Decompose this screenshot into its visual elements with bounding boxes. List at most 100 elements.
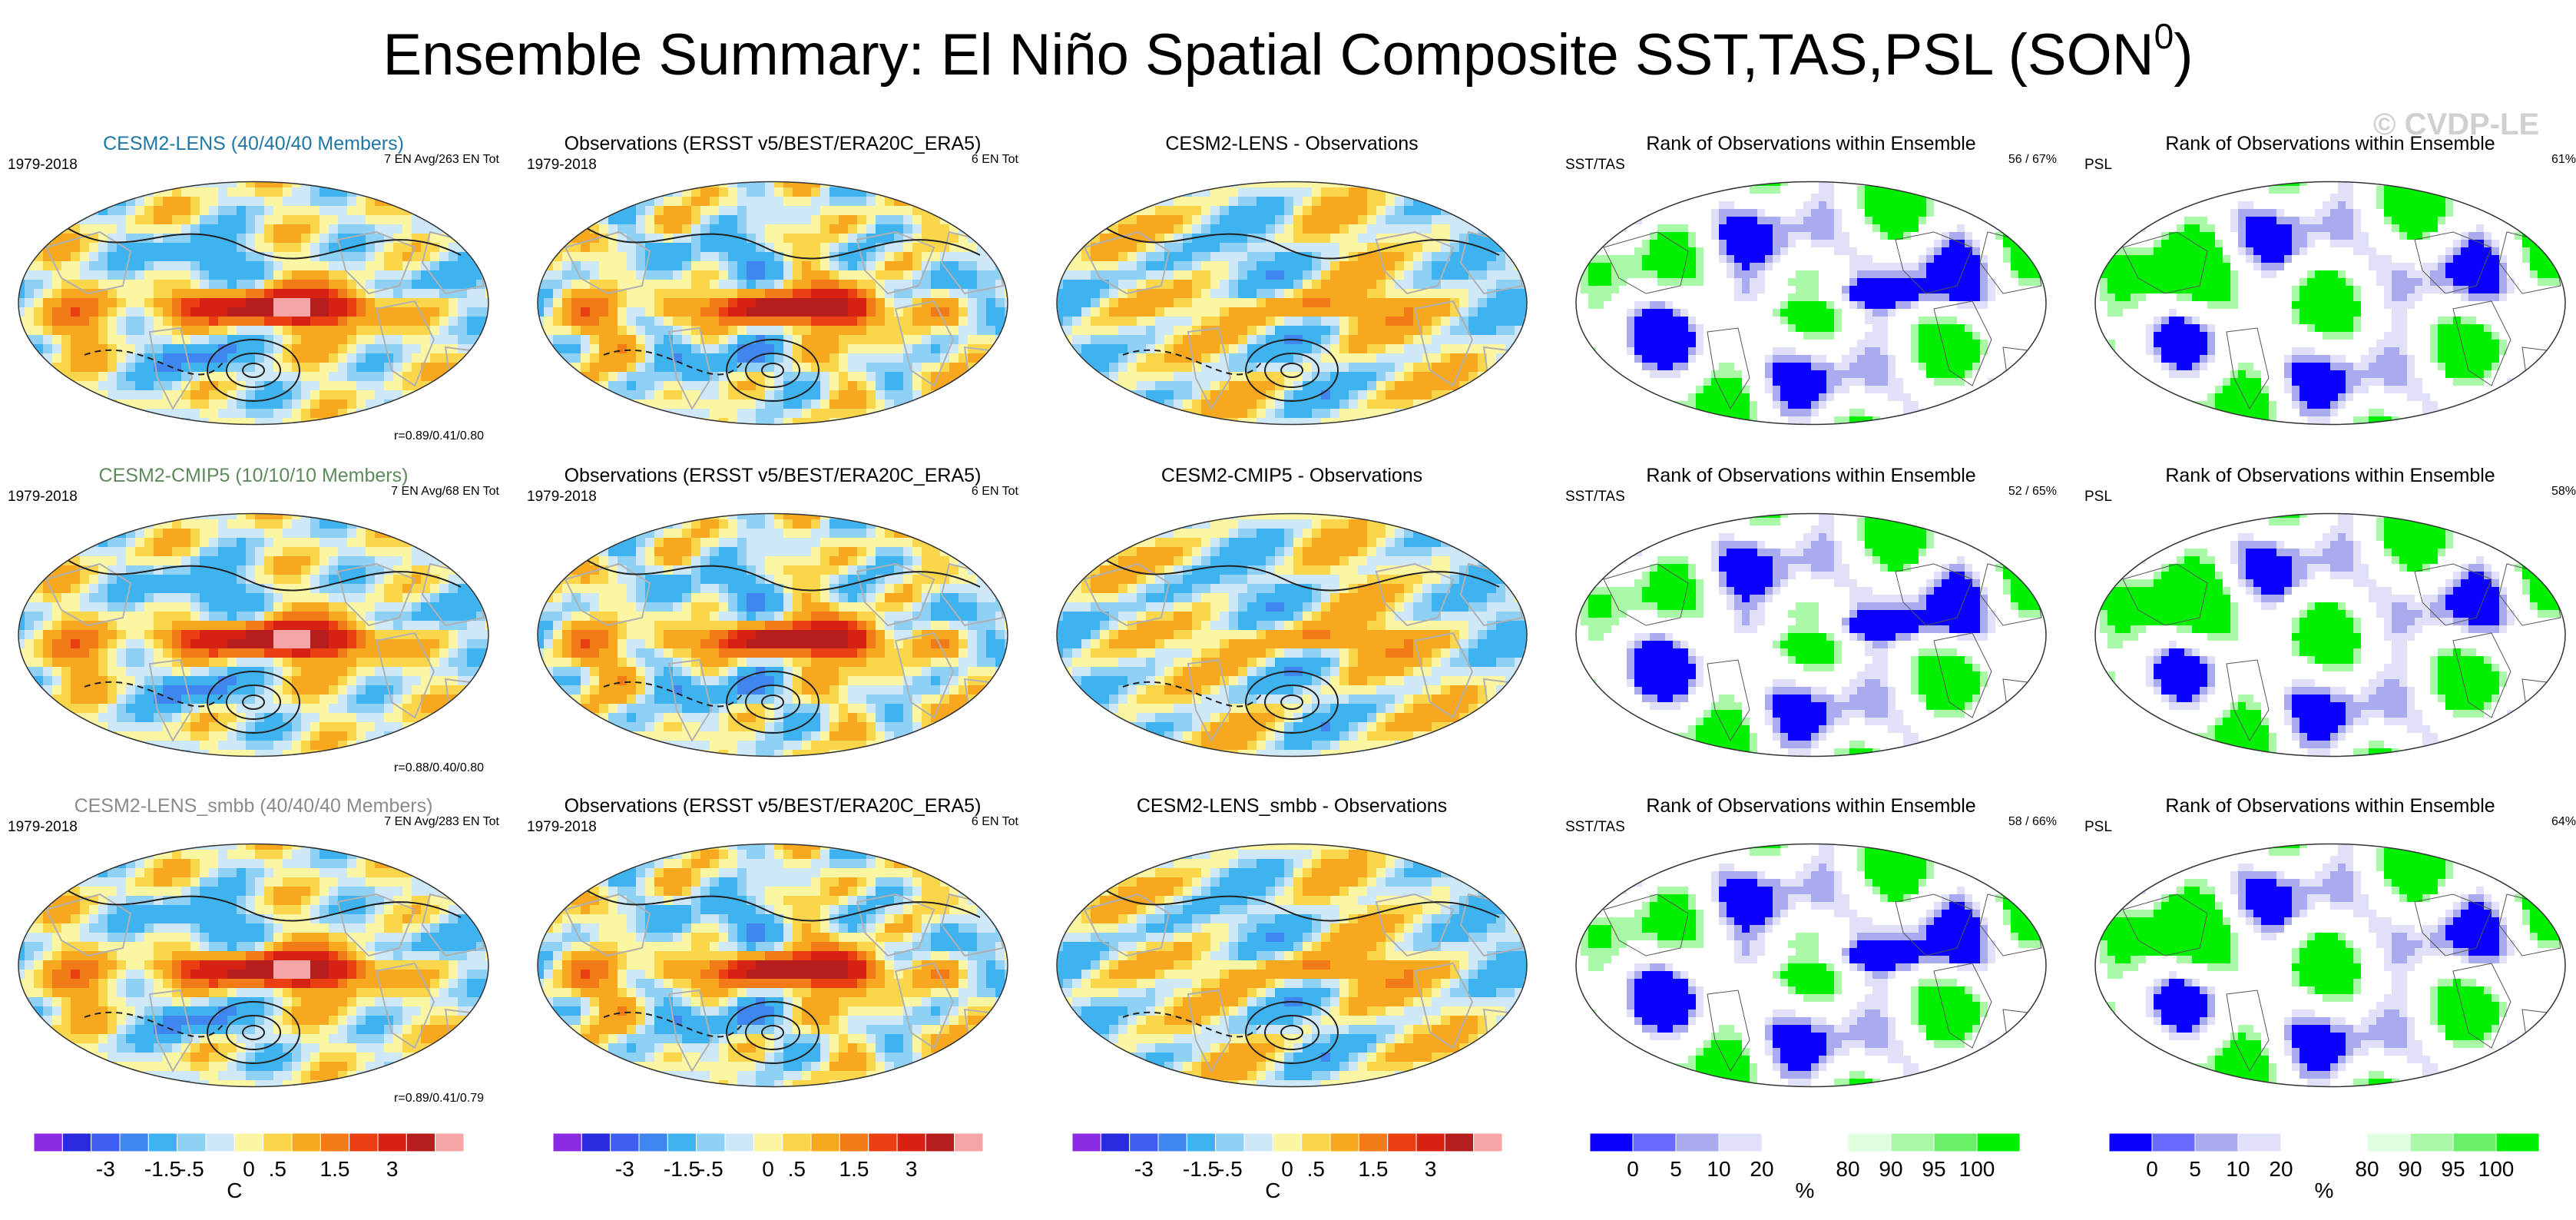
field-cell: [52, 344, 62, 354]
field-cell: [627, 224, 637, 234]
field-cell: [1339, 197, 1349, 207]
field-cell: [227, 270, 237, 280]
field-cell: [682, 206, 692, 216]
field-cell: [1888, 194, 1896, 202]
field-cell: [1127, 252, 1137, 262]
field-cell: [135, 390, 145, 400]
field-cell: [246, 215, 256, 225]
field-cell: [1596, 194, 1604, 202]
field-cell: [857, 335, 867, 345]
field-cell: [553, 399, 563, 409]
field-cell: [599, 307, 609, 317]
field-cell: [1505, 381, 1515, 391]
field-cell: [1358, 390, 1368, 400]
field-cell: [227, 317, 237, 327]
field-cell: [366, 234, 376, 244]
field-cell: [1174, 270, 1184, 280]
field-cell: [1468, 353, 1478, 363]
field-cell: [1183, 307, 1193, 317]
field-cell: [1880, 186, 1889, 194]
field-cell: [163, 427, 173, 428]
field-cell: [1819, 209, 1827, 217]
field-cell: [1757, 201, 1766, 210]
field-cell: [181, 215, 191, 225]
field-cell: [366, 270, 376, 280]
field-cell: [673, 243, 683, 253]
field-cell: [476, 206, 486, 216]
field-cell: [439, 280, 449, 290]
field-cell: [227, 326, 237, 336]
field-cell: [1515, 409, 1525, 419]
field-cell: [356, 390, 366, 400]
field-cell: [1688, 240, 1697, 248]
field-cell: [1247, 335, 1257, 345]
field-cell: [544, 363, 554, 373]
field-cell: [645, 335, 655, 345]
field-cell: [1284, 409, 1294, 419]
field-cell: [34, 307, 44, 317]
field-cell: [885, 344, 895, 354]
field-cell: [338, 381, 348, 391]
field-cell: [1118, 280, 1128, 290]
field-cell: [89, 215, 99, 225]
field-cell: [366, 181, 376, 188]
field-cell: [25, 197, 35, 207]
field-cell: [1934, 201, 1942, 210]
field-cell: [608, 399, 618, 409]
psl-contour-negative: [1122, 349, 1262, 376]
field-cell: [1386, 326, 1396, 336]
field-cell: [384, 390, 394, 400]
field-cell: [1275, 197, 1285, 207]
field-cell: [181, 289, 191, 299]
field-cell: [338, 399, 348, 409]
field-cell: [1688, 224, 1697, 233]
psl-contour: [726, 339, 819, 402]
field-cell: [43, 326, 53, 336]
field-cell: [995, 418, 1005, 425]
field-cell: [1192, 307, 1202, 317]
field-cell: [839, 270, 849, 280]
field-cell: [43, 409, 53, 419]
field-cell: [135, 261, 145, 271]
field-cell: [1515, 243, 1525, 253]
field-cell: [903, 243, 913, 253]
field-cell: [829, 215, 839, 225]
map-field: [1057, 181, 1527, 425]
field-cell: [654, 270, 664, 280]
field-cell: [774, 261, 784, 271]
field-cell: [1611, 201, 1620, 210]
field-cell: [756, 307, 766, 317]
field-cell: [1174, 280, 1184, 290]
field-cell: [1118, 363, 1128, 373]
field-cell: [710, 224, 720, 234]
field-cell: [71, 418, 81, 425]
field-cell: [1896, 224, 1904, 233]
field-cell: [1358, 409, 1368, 419]
field-cell: [301, 335, 311, 345]
field-cell: [1665, 186, 1674, 194]
field-cell: [1247, 280, 1257, 290]
field-cell: [691, 280, 701, 290]
field-cell: [1229, 317, 1239, 327]
field-cell: [728, 307, 738, 317]
field-cell: [1665, 194, 1674, 202]
field-cell: [154, 197, 164, 207]
field-cell: [756, 326, 766, 336]
field-cell: [765, 280, 775, 290]
field-cell: [421, 280, 431, 290]
field-cell: [2041, 181, 2046, 187]
field-cell: [940, 181, 950, 188]
field-cell: [1596, 217, 1604, 225]
field-cell: [1696, 209, 1704, 217]
field-cell: [719, 234, 729, 244]
field-cell: [977, 326, 987, 336]
field-cell: [163, 215, 173, 225]
field-cell: [421, 307, 431, 317]
field-cell: [154, 234, 164, 244]
field-cell: [430, 363, 440, 373]
field-cell: [237, 280, 247, 290]
field-cell: [1934, 224, 1942, 233]
field-cell: [200, 335, 210, 345]
field-cell: [273, 307, 283, 317]
field-cell: [959, 261, 968, 271]
